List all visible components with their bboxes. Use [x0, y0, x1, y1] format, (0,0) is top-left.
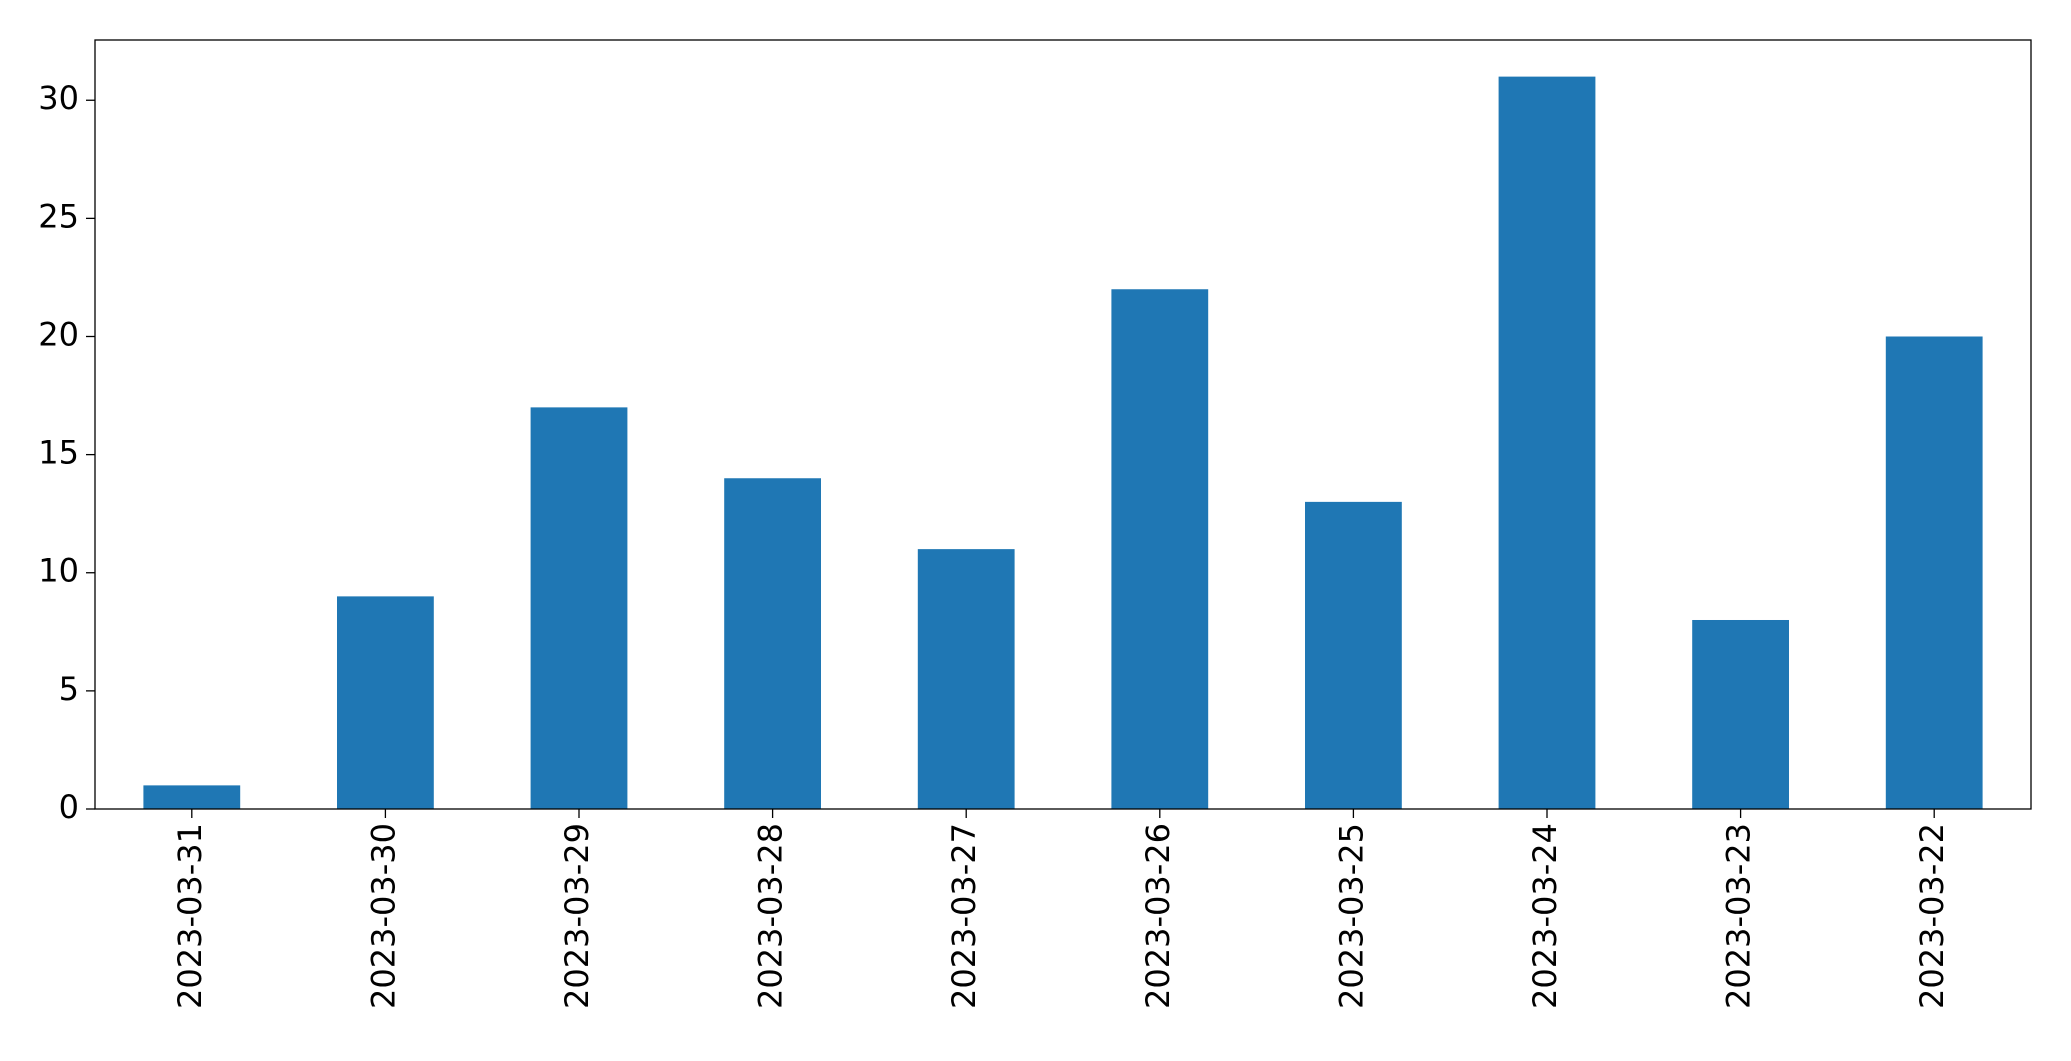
x-tick-label: 2023-03-24: [1526, 823, 1564, 1009]
y-tick-label: 20: [38, 315, 79, 353]
x-tick-label: 2023-03-22: [1913, 823, 1951, 1009]
plot-frame: [94, 39, 2032, 810]
y-tick-label: 25: [38, 197, 79, 235]
bar: [1498, 76, 1596, 810]
x-tick-label: 2023-03-25: [1332, 823, 1370, 1009]
bar: [337, 596, 434, 809]
bar: [1305, 501, 1402, 809]
x-tick-label: 2023-03-30: [364, 823, 402, 1009]
x-tick-label: 2023-03-23: [1720, 823, 1758, 1009]
x-tick-label: 2023-03-31: [171, 823, 209, 1009]
bar: [143, 785, 241, 809]
bar: [724, 478, 821, 809]
x-tick-label: 2023-03-27: [945, 823, 983, 1009]
y-tick-label: 15: [38, 434, 79, 472]
bar: [1885, 336, 1983, 809]
bar: [1111, 289, 1209, 809]
bar: [917, 549, 1015, 809]
y-tick-label: 10: [38, 552, 79, 590]
y-tick-label: 0: [59, 788, 79, 826]
bar: [1692, 619, 1789, 809]
y-tick-label: 5: [59, 670, 79, 708]
bar: [530, 407, 628, 809]
x-tick-label: 2023-03-28: [752, 823, 790, 1009]
x-tick-label: 2023-03-26: [1139, 823, 1177, 1009]
x-tick-label: 2023-03-29: [558, 823, 596, 1009]
y-tick-label: 30: [38, 79, 79, 117]
